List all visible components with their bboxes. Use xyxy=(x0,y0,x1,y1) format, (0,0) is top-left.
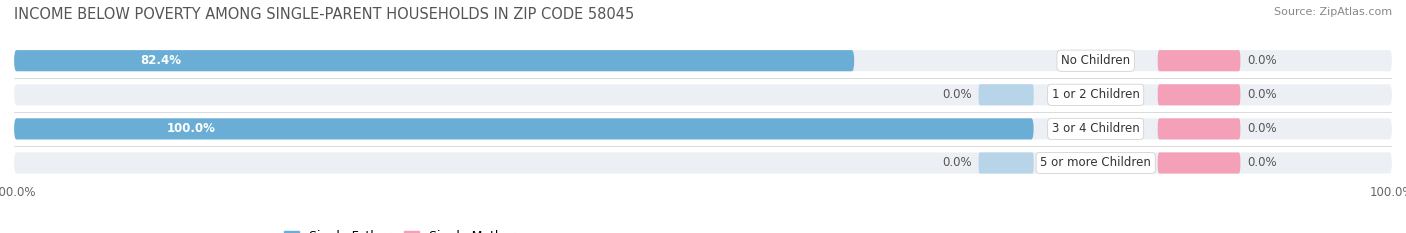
Text: 0.0%: 0.0% xyxy=(1247,157,1277,169)
FancyBboxPatch shape xyxy=(1157,50,1240,71)
FancyBboxPatch shape xyxy=(1157,84,1240,105)
Legend: Single Father, Single Mother: Single Father, Single Mother xyxy=(280,225,520,233)
Text: INCOME BELOW POVERTY AMONG SINGLE-PARENT HOUSEHOLDS IN ZIP CODE 58045: INCOME BELOW POVERTY AMONG SINGLE-PARENT… xyxy=(14,7,634,22)
Text: 0.0%: 0.0% xyxy=(942,88,972,101)
Text: 1 or 2 Children: 1 or 2 Children xyxy=(1052,88,1140,101)
Text: Source: ZipAtlas.com: Source: ZipAtlas.com xyxy=(1274,7,1392,17)
FancyBboxPatch shape xyxy=(1157,118,1240,140)
Text: No Children: No Children xyxy=(1062,54,1130,67)
Text: 100.0%: 100.0% xyxy=(167,122,217,135)
Text: 0.0%: 0.0% xyxy=(1247,122,1277,135)
FancyBboxPatch shape xyxy=(14,152,1392,174)
FancyBboxPatch shape xyxy=(14,118,1392,140)
Text: 0.0%: 0.0% xyxy=(1247,88,1277,101)
FancyBboxPatch shape xyxy=(14,118,1033,140)
Text: 0.0%: 0.0% xyxy=(1247,54,1277,67)
FancyBboxPatch shape xyxy=(14,84,1392,105)
Text: 82.4%: 82.4% xyxy=(141,54,181,67)
FancyBboxPatch shape xyxy=(979,152,1033,174)
Text: 3 or 4 Children: 3 or 4 Children xyxy=(1052,122,1140,135)
FancyBboxPatch shape xyxy=(14,50,855,71)
FancyBboxPatch shape xyxy=(14,50,1392,71)
FancyBboxPatch shape xyxy=(979,84,1033,105)
Text: 5 or more Children: 5 or more Children xyxy=(1040,157,1152,169)
Text: 0.0%: 0.0% xyxy=(942,157,972,169)
FancyBboxPatch shape xyxy=(1157,152,1240,174)
